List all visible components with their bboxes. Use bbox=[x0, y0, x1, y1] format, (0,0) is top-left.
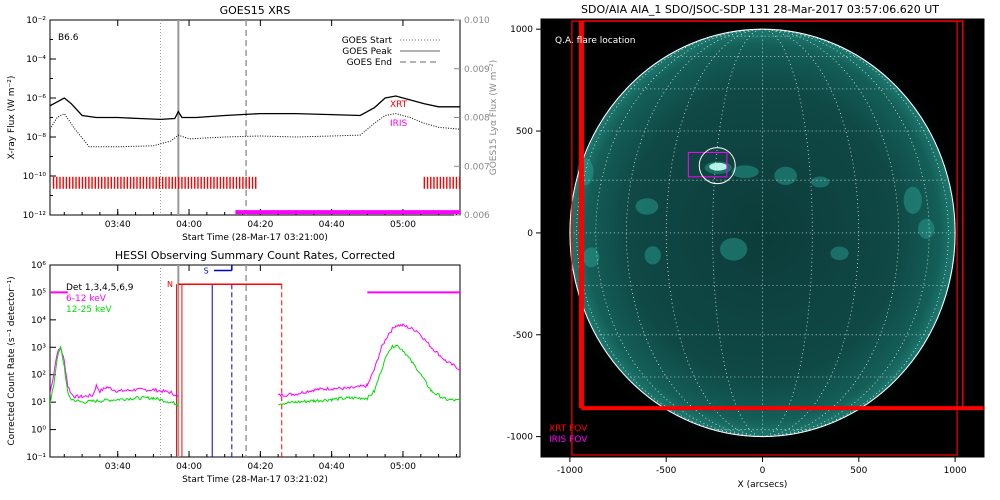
goes-class-label: B6.6 bbox=[58, 33, 79, 43]
x-tick-label: 05:00 bbox=[390, 462, 416, 472]
longitude-line bbox=[762, 28, 900, 437]
y2-tick-label: 0.008 bbox=[464, 114, 490, 124]
y-tick-label: 10⁶ bbox=[31, 261, 46, 271]
y2-axis-label: GOES15 Lyα Flux (W m⁻²) bbox=[489, 60, 499, 176]
flare-location-circle bbox=[698, 147, 736, 185]
legend-label: IRIS FOV bbox=[549, 435, 588, 445]
y-tick-label: 0 bbox=[527, 229, 533, 239]
y-axis-label: X-ray Flux (W m⁻²) bbox=[7, 76, 17, 160]
count-rate-series bbox=[278, 344, 460, 406]
x-tick-label: 1000 bbox=[944, 466, 967, 476]
y-tick-label: 10⁻¹² bbox=[23, 211, 47, 221]
chart-title: HESSI Observing Summary Count Rates, Cor… bbox=[115, 249, 395, 262]
active-region bbox=[903, 186, 922, 214]
x-tick-label: 04:00 bbox=[176, 220, 202, 230]
active-region bbox=[918, 218, 935, 239]
legend-label: 6-12 keV bbox=[66, 294, 107, 304]
x-tick-label: -500 bbox=[656, 466, 677, 476]
y-tick-label: 10² bbox=[31, 371, 46, 381]
x-tick-label: 04:00 bbox=[176, 462, 202, 472]
saa-label: S bbox=[204, 266, 209, 275]
y-tick-label: 1000 bbox=[510, 25, 533, 35]
y-tick-label: 10⁻² bbox=[26, 16, 46, 26]
goes-series-line bbox=[50, 112, 460, 148]
count-rate-series bbox=[50, 346, 179, 407]
legend-label: GOES Peak bbox=[342, 47, 392, 57]
flare-brightening bbox=[709, 162, 728, 171]
y2-tick-label: 0.006 bbox=[464, 211, 490, 221]
x-axis-label: Start Time (28-Mar-17 03:21:02) bbox=[182, 475, 328, 485]
y-tick-label: 10³ bbox=[31, 343, 46, 353]
image-title: SDO/AIA AIA_1 SDO/JSOC-SDP 131 28-Mar-20… bbox=[581, 3, 939, 16]
x-tick-label: 03:40 bbox=[105, 220, 131, 230]
y-tick-label: 10¹ bbox=[31, 398, 46, 408]
chart-title: GOES15 XRS bbox=[220, 4, 291, 17]
y-tick-label: 10⁻¹ bbox=[26, 453, 46, 463]
y-tick-label: -500 bbox=[513, 331, 534, 341]
flare-location-label: Q.A. flare location bbox=[555, 36, 635, 46]
plot-area bbox=[50, 20, 460, 215]
active-region bbox=[811, 176, 830, 188]
count-rate-series bbox=[277, 323, 460, 397]
x-tick-label: -1000 bbox=[557, 466, 583, 476]
iris-label: IRIS bbox=[390, 119, 408, 129]
active-region bbox=[582, 247, 600, 268]
y-tick-label: 10⁴ bbox=[31, 316, 46, 326]
legend-label: XRT FOV bbox=[549, 424, 588, 434]
iris-fov-box bbox=[687, 151, 728, 178]
y-tick-label: 10⁻¹⁰ bbox=[23, 172, 47, 182]
y-axis-label: Corrected Count Rate (s⁻¹ detector⁻¹) bbox=[7, 276, 17, 445]
xrt-label: XRT bbox=[390, 100, 408, 110]
count-rate-series bbox=[50, 346, 179, 400]
x-tick-label: 03:40 bbox=[105, 462, 131, 472]
x-tick-label: 500 bbox=[850, 466, 867, 476]
y-tick-label: 500 bbox=[516, 127, 533, 137]
y-tick-label: -1000 bbox=[507, 433, 533, 443]
active-region bbox=[731, 165, 759, 179]
plot-area bbox=[50, 265, 460, 457]
x-tick-label: 05:00 bbox=[390, 220, 416, 230]
active-region bbox=[830, 246, 849, 261]
fov-frame bbox=[571, 20, 958, 456]
longitude-line bbox=[712, 28, 763, 437]
active-region bbox=[635, 198, 659, 215]
y-tick-label: 10⁰ bbox=[31, 426, 46, 436]
y-tick-label: 10⁻⁶ bbox=[26, 94, 46, 104]
active-region bbox=[719, 237, 748, 261]
x-axis-label: X (arcsecs) bbox=[738, 480, 788, 490]
hessi-count-panel: HESSI Observing Summary Count Rates, Cor… bbox=[7, 249, 461, 485]
image-area bbox=[552, 19, 984, 456]
active-region bbox=[644, 246, 661, 265]
x-tick-label: 04:20 bbox=[247, 462, 273, 472]
y-tick-label: 10⁻⁸ bbox=[26, 133, 46, 143]
y2-tick-label: 0.010 bbox=[464, 16, 490, 26]
x-tick-label: 0 bbox=[760, 466, 766, 476]
longitude-line bbox=[762, 28, 813, 437]
goes-xrs-panel: GOES15 XRS 10⁻¹² 10⁻¹⁰ 10⁻⁸ 10⁻⁶ 10⁻⁴ 10⁻² 0.00… bbox=[7, 4, 499, 243]
plot-frame bbox=[49, 264, 461, 458]
y-tick-label: 10⁻⁴ bbox=[26, 55, 46, 65]
x-tick-label: 04:20 bbox=[247, 220, 273, 230]
y2-tick-label: 0.009 bbox=[464, 65, 490, 75]
active-region bbox=[774, 166, 797, 185]
solar-limb bbox=[569, 28, 956, 438]
legend-label: Det 1,3,4,5,6,9 bbox=[66, 283, 134, 293]
legend-label: 12-25 keV bbox=[66, 305, 112, 315]
aia-image-panel: SDO/AIA AIA_1 SDO/JSOC-SDP 131 28-Mar-20… bbox=[507, 3, 985, 490]
legend-label: GOES End bbox=[347, 58, 392, 68]
goes-series-line bbox=[50, 95, 460, 121]
y-tick-label: 10⁵ bbox=[31, 288, 46, 298]
x-axis-label: Start Time (28-Mar-17 03:21:00) bbox=[182, 233, 328, 243]
legend-label: GOES Start bbox=[342, 36, 393, 46]
y2-tick-label: 0.007 bbox=[464, 162, 490, 172]
x-tick-label: 04:40 bbox=[319, 462, 345, 472]
x-tick-label: 04:40 bbox=[319, 220, 345, 230]
longitude-line bbox=[625, 28, 763, 437]
night-label: N bbox=[167, 280, 173, 289]
